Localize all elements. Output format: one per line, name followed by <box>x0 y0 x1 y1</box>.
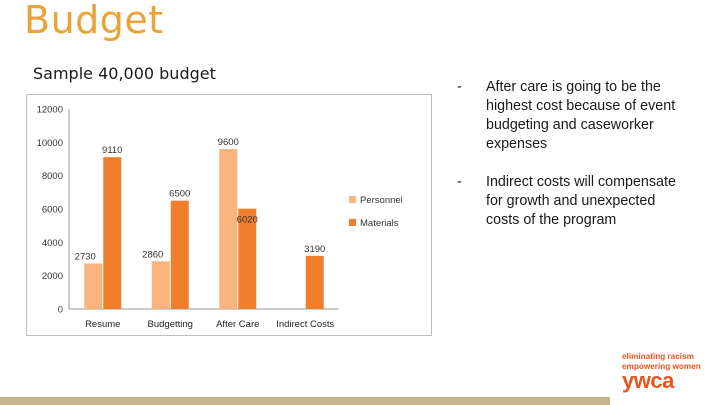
y-tick-label: 12000 <box>37 105 63 116</box>
bar-personnel <box>84 263 103 309</box>
y-tick-label: 6000 <box>42 205 63 216</box>
bar-materials <box>305 255 324 309</box>
ywca-logo: eliminating racism empowering women ywca <box>622 352 714 393</box>
bullet-marker: - <box>457 174 462 190</box>
y-tick-label: 2000 <box>42 271 63 282</box>
data-label: 6020 <box>237 215 258 226</box>
chart-frame: 0 2000 4000 6000 8000 10000 12000 2730 9110 Resum… <box>26 94 432 336</box>
bullet-marker: - <box>457 79 462 95</box>
legend-swatch <box>349 219 356 226</box>
x-tick-label: Resume <box>85 319 120 330</box>
logo-wordmark: ywca <box>622 368 674 393</box>
bullet-text: Indirect costs will compensate for growt… <box>486 174 676 228</box>
budget-bar-chart: 0 2000 4000 6000 8000 10000 12000 2730 9110 Resum… <box>37 105 403 331</box>
legend-label: Materials <box>360 218 399 229</box>
data-label: 6500 <box>169 189 190 200</box>
bar-materials <box>170 200 189 309</box>
footer-bar <box>0 397 610 405</box>
y-tick-label: 0 <box>58 305 63 316</box>
data-label: 9600 <box>218 137 239 148</box>
bullet-item: - After care is going to be the highest … <box>457 78 682 154</box>
x-tick-label: Budgetting <box>148 319 193 330</box>
y-tick-label: 10000 <box>37 138 63 149</box>
bullet-item: - Indirect costs will compensate for gro… <box>457 173 682 230</box>
data-label: 2860 <box>142 249 163 260</box>
bar-personnel <box>151 261 170 309</box>
y-tick-label: 4000 <box>42 238 63 249</box>
bar-materials <box>103 157 122 309</box>
bar-personnel <box>219 149 238 309</box>
legend-swatch <box>349 196 356 203</box>
x-tick-label: After Care <box>216 319 259 330</box>
logo-tagline-2: empowering women <box>622 361 701 371</box>
legend-label: Personnel <box>360 195 403 206</box>
data-label: 3190 <box>304 244 325 255</box>
y-tick-label: 8000 <box>42 171 63 182</box>
data-label: 9110 <box>102 145 122 156</box>
bullet-text: After care is going to be the highest co… <box>486 79 676 152</box>
bullet-list: - After care is going to be the highest … <box>457 78 682 249</box>
slide-title: Budget <box>24 0 164 42</box>
bar-materials <box>238 208 257 309</box>
x-tick-label: Indirect Costs <box>276 319 334 330</box>
slide-subtitle: Sample 40,000 budget <box>33 64 216 83</box>
logo-tagline-1: eliminating racism <box>622 352 694 361</box>
data-label: 2730 <box>75 252 96 263</box>
